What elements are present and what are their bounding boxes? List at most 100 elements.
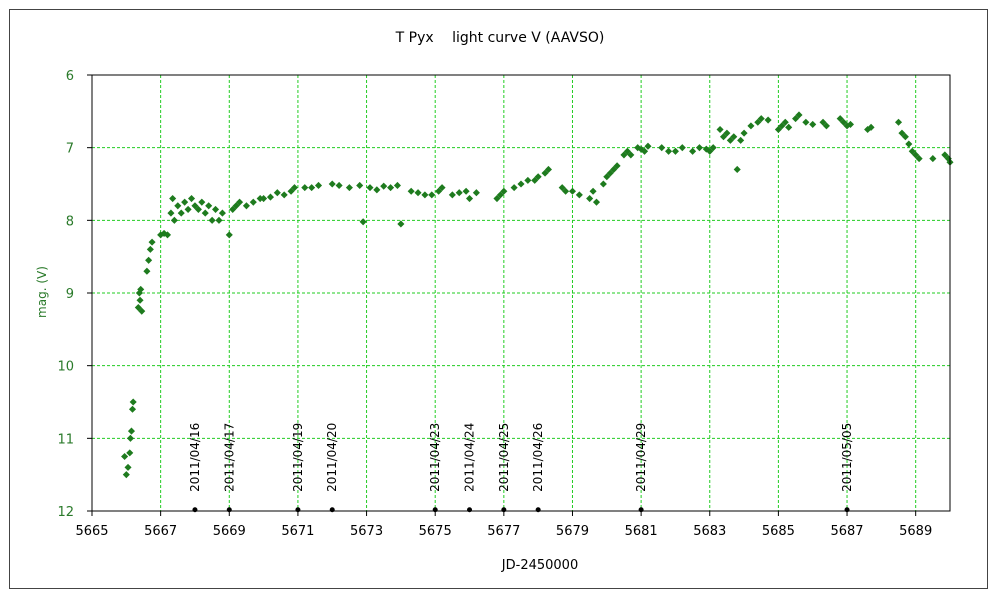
data-point — [122, 471, 130, 479]
y-tick-label: 10 — [57, 360, 74, 375]
data-point — [373, 186, 381, 194]
data-point — [500, 187, 508, 195]
x-axis-label: JD-2450000 — [501, 558, 578, 573]
data-point — [249, 198, 257, 206]
x-tick-label: 5679 — [556, 524, 589, 539]
data-point — [534, 173, 542, 181]
data-point — [695, 144, 703, 152]
data-point — [397, 220, 405, 228]
data-point — [414, 189, 422, 197]
x-tick-label: 5669 — [213, 524, 246, 539]
date-label: 2011/05/05 — [840, 423, 854, 492]
data-point — [167, 209, 175, 217]
data-point — [407, 187, 415, 195]
data-point — [802, 118, 810, 126]
data-points — [121, 111, 954, 479]
data-point — [575, 191, 583, 199]
grid — [92, 75, 950, 511]
date-label: 2011/04/29 — [634, 423, 648, 492]
data-point — [194, 205, 202, 213]
data-point — [517, 180, 525, 188]
data-point — [644, 142, 652, 150]
data-point — [740, 129, 748, 137]
data-point — [380, 182, 388, 190]
data-point — [781, 118, 789, 126]
data-point — [592, 198, 601, 206]
data-point — [387, 184, 395, 192]
data-point — [148, 238, 156, 246]
y-tick-label: 11 — [57, 432, 74, 447]
data-point — [510, 184, 518, 192]
data-point — [121, 452, 129, 461]
data-point — [215, 216, 223, 224]
data-point — [124, 463, 132, 471]
date-label: 2011/04/23 — [428, 423, 442, 492]
data-point — [393, 181, 401, 189]
data-point — [733, 165, 741, 174]
data-point — [795, 111, 803, 119]
data-point — [145, 256, 153, 264]
data-point — [345, 184, 353, 192]
y-tick-label: 6 — [66, 69, 74, 84]
data-point — [428, 191, 436, 199]
date-annotations: 2011/04/16 2011/04/17 2011/04/19 2011/04/20… — [188, 423, 854, 513]
data-point — [169, 194, 177, 203]
data-point — [737, 136, 745, 144]
data-point — [177, 209, 185, 217]
data-point — [127, 427, 136, 435]
data-point — [266, 193, 274, 201]
y-tick-label: 9 — [66, 287, 74, 302]
data-point — [846, 120, 855, 128]
data-point — [187, 194, 196, 203]
x-tick-label: 5677 — [487, 524, 520, 539]
date-label: 2011/04/19 — [291, 423, 305, 492]
date-label: 2011/04/20 — [325, 423, 339, 492]
data-point — [421, 191, 429, 199]
y-tick-label: 8 — [66, 214, 74, 229]
data-point — [599, 180, 607, 188]
data-point — [301, 184, 309, 192]
data-point — [929, 155, 937, 163]
data-point — [280, 191, 288, 199]
data-point — [201, 209, 209, 217]
data-point — [764, 116, 772, 124]
data-point — [366, 184, 374, 192]
data-point — [356, 181, 364, 189]
data-point — [335, 181, 343, 189]
data-point — [589, 187, 597, 195]
data-point — [448, 191, 456, 199]
data-point — [689, 147, 697, 155]
x-tick-label: 5687 — [830, 524, 863, 539]
data-point — [568, 187, 577, 195]
data-point — [562, 187, 570, 195]
chart-frame — [9, 9, 988, 589]
y-axis-ticks: 6 7 8 9 10 11 12 — [57, 69, 92, 520]
data-point — [126, 449, 134, 457]
x-tick-label: 5671 — [281, 524, 314, 539]
y-tick-label: 7 — [66, 142, 74, 157]
data-point — [678, 144, 686, 152]
data-point — [198, 198, 206, 206]
data-point — [544, 165, 552, 174]
data-point — [716, 125, 724, 134]
data-point — [901, 133, 909, 141]
x-tick-label: 5667 — [144, 524, 177, 539]
data-point — [915, 155, 923, 163]
data-point — [822, 122, 830, 130]
data-point — [174, 202, 182, 210]
data-point — [236, 198, 244, 206]
data-point — [709, 144, 717, 152]
data-point — [308, 184, 316, 192]
date-label: 2011/04/26 — [531, 423, 545, 492]
data-point — [260, 194, 268, 203]
data-point — [438, 184, 446, 192]
y-axis-label: mag. (V) — [35, 266, 49, 318]
x-tick-label: 5681 — [625, 524, 658, 539]
data-point — [126, 434, 134, 442]
data-point — [894, 118, 903, 126]
x-axis-ticks: 5665 5667 5669 5671 5673 5675 5677 5679 5681 5683… — [75, 511, 932, 539]
data-point — [163, 231, 172, 239]
data-point — [128, 405, 137, 413]
date-label: 2011/04/16 — [188, 423, 202, 492]
